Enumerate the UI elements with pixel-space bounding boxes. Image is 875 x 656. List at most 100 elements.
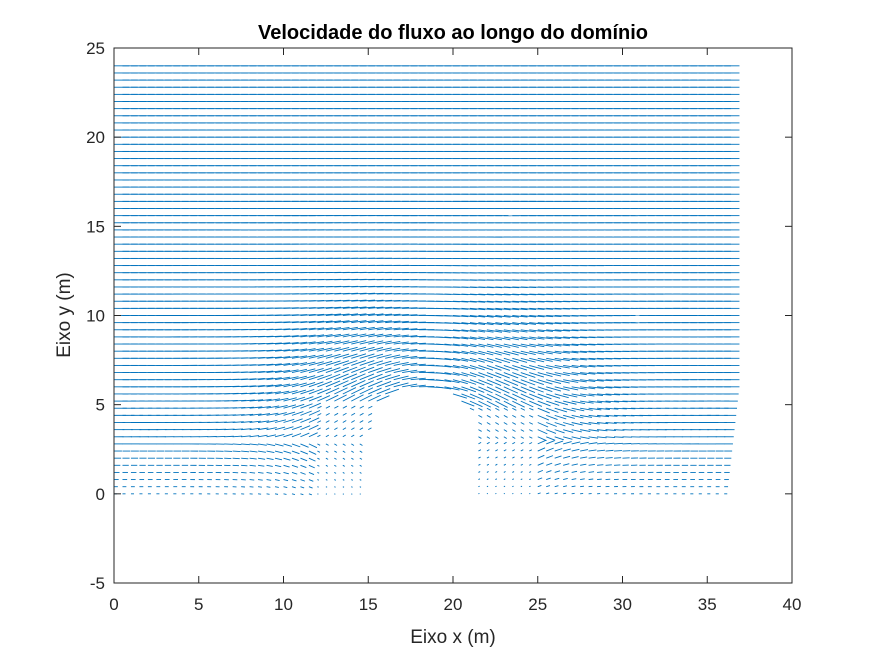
velocity-arrow (266, 479, 272, 481)
velocity-arrow (512, 336, 528, 341)
velocity-arrow (368, 413, 373, 416)
velocity-arrow (334, 394, 347, 402)
velocity-arrow (512, 357, 528, 363)
velocity-arrow (342, 346, 358, 352)
velocity-arrow (368, 320, 384, 324)
velocity-arrow (291, 362, 308, 366)
velocity-arrow (495, 471, 498, 473)
velocity-arrow (351, 299, 367, 302)
velocity-arrow (537, 492, 541, 495)
velocity-arrow (580, 386, 596, 390)
velocity-arrow (368, 367, 383, 373)
velocity-arrow (563, 357, 579, 361)
velocity-arrow (385, 327, 401, 331)
velocity-arrow (291, 396, 306, 402)
velocity-arrow (241, 406, 254, 409)
velocity-arrow (580, 463, 587, 466)
velocity-arrow (580, 400, 594, 404)
velocity-arrow (495, 478, 498, 480)
velocity-arrow (249, 471, 256, 474)
velocity-arrow (486, 422, 491, 425)
velocity-arrow (334, 450, 338, 453)
velocity-arrow (512, 393, 526, 401)
velocity-arrow (571, 492, 575, 495)
velocity-arrow (376, 299, 392, 302)
velocity-arrow (520, 478, 523, 480)
velocity-arrow (520, 343, 536, 348)
velocity-arrow (520, 307, 537, 310)
velocity-arrow (554, 485, 559, 488)
y-axis-label: Eixo y (m) (54, 272, 75, 358)
velocity-arrow (452, 322, 469, 325)
velocity-arrow (605, 407, 619, 410)
velocity-arrow (597, 386, 613, 389)
velocity-arrow (537, 447, 546, 452)
velocity-arrow (495, 300, 511, 303)
velocity-arrow (258, 377, 274, 381)
velocity-arrow (300, 425, 311, 431)
velocity-arrow (410, 342, 426, 345)
velocity-arrow (563, 350, 579, 354)
velocity-arrow (274, 493, 279, 495)
velocity-arrow (512, 329, 528, 333)
velocity-arrow (317, 380, 332, 388)
velocity-arrow (351, 360, 366, 366)
velocity-arrow (385, 320, 401, 324)
velocity-arrow (469, 379, 485, 386)
velocity-arrow (563, 441, 572, 445)
velocity-arrow (368, 347, 384, 352)
velocity-arrow (274, 328, 291, 331)
velocity-arrow (554, 322, 570, 325)
velocity-arrow (520, 336, 536, 340)
velocity-arrow (325, 472, 328, 474)
velocity-arrow (351, 333, 367, 338)
velocity-arrow (283, 390, 298, 395)
velocity-arrow (291, 334, 308, 338)
velocity-arrow (580, 407, 593, 411)
velocity-arrow (529, 442, 533, 445)
y-tick-label: 5 (96, 396, 105, 415)
velocity-arrow (571, 429, 582, 433)
velocity-arrow (478, 478, 481, 480)
velocity-arrow (274, 471, 281, 475)
velocity-arrow (283, 411, 296, 416)
velocity-arrow (385, 374, 400, 381)
velocity-arrow (529, 463, 532, 466)
velocity-arrow (478, 365, 494, 371)
velocity-arrow (283, 404, 297, 409)
velocity-arrow (359, 326, 375, 331)
velocity-arrow (291, 479, 297, 482)
velocity-arrow (258, 464, 265, 467)
velocity-arrow (393, 341, 409, 345)
velocity-arrow (342, 405, 348, 409)
velocity-arrow (580, 414, 593, 418)
velocity-arrow (359, 394, 373, 402)
velocity-arrow (274, 433, 285, 438)
velocity-arrow (452, 307, 469, 310)
velocity-arrow (461, 364, 477, 370)
velocity-arrow (258, 457, 266, 460)
velocity-arrow (597, 414, 610, 418)
velocity-arrow (512, 372, 527, 379)
velocity-arrow (520, 315, 537, 318)
velocity-arrow (334, 346, 350, 352)
velocity-arrow (266, 356, 282, 359)
velocity-arrow (393, 382, 409, 388)
velocity-arrow (478, 441, 482, 445)
y-tick-label: 10 (86, 307, 105, 326)
velocity-arrow (274, 390, 290, 395)
velocity-arrow (402, 362, 418, 366)
velocity-arrow (368, 420, 372, 423)
velocity-arrow (334, 387, 348, 395)
velocity-arrow (597, 372, 613, 375)
velocity-arrow (317, 320, 333, 324)
velocity-arrow (529, 429, 533, 432)
velocity-arrow (469, 364, 485, 371)
velocity-arrow (478, 350, 494, 356)
velocity-arrow (520, 422, 525, 425)
velocity-arrow (308, 388, 323, 395)
velocity-arrow (495, 393, 509, 401)
velocity-arrow (300, 432, 310, 438)
velocity-arrow (503, 329, 520, 333)
